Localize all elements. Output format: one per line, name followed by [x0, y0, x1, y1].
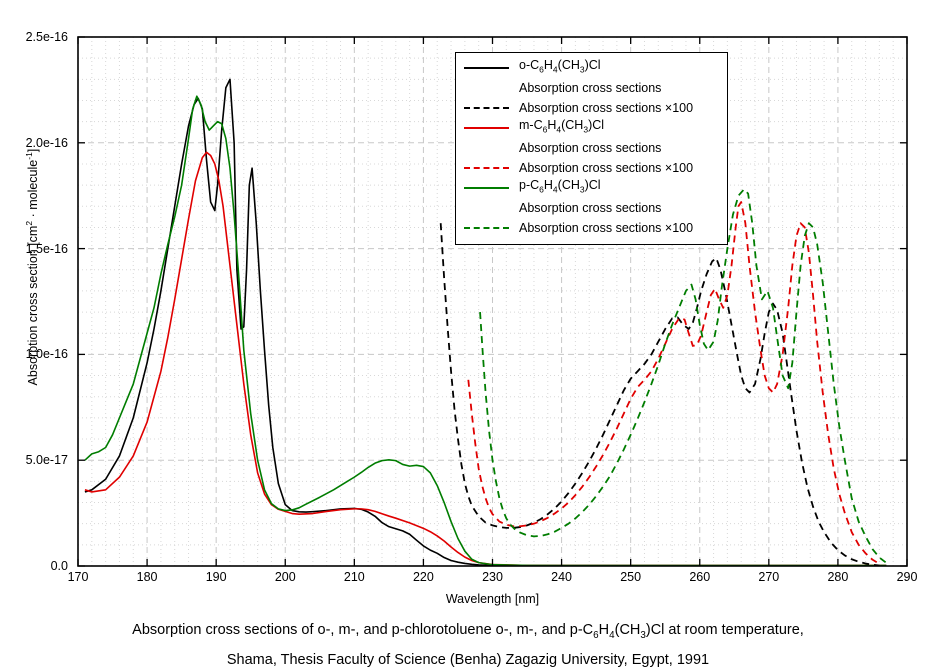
- legend-item: p-C6H4(CH3)Cl: [456, 178, 727, 198]
- axis-ticks: [77, 36, 908, 567]
- y-tick-label: 2.5e-16: [25, 30, 68, 44]
- legend-item-label: Absorption cross sections: [519, 140, 662, 155]
- legend-swatch-solid-icon: [464, 187, 509, 189]
- legend-item-label: Absorption cross sections ×100: [519, 220, 694, 235]
- y-tick-label: 5.0e-17: [25, 453, 68, 468]
- legend-item-label: Absorption cross sections ×100: [519, 100, 694, 115]
- legend-item-label: Absorption cross sections: [519, 200, 662, 215]
- y-tick-label: 0.0: [50, 559, 68, 573]
- figure-caption: Absorption cross sections of o-, m-, and…: [0, 618, 936, 672]
- legend-item-label: Absorption cross sections ×100: [519, 160, 694, 175]
- x-tick-label: 190: [205, 570, 227, 584]
- x-axis-title: Wavelength [nm]: [445, 592, 540, 606]
- data-series-group: [84, 78, 887, 567]
- x-tick-label: 240: [551, 570, 572, 584]
- x-tick-label: 280: [827, 570, 849, 584]
- x-tick-label: 270: [758, 570, 780, 584]
- legend-swatch-dashed-icon: [464, 167, 509, 169]
- x-tick-label: 180: [136, 570, 158, 584]
- chart-legend: o-C6H4(CH3)Cl Absorption cross sections Ab…: [455, 52, 728, 245]
- legend-item: Absorption cross sections ×100: [456, 218, 727, 238]
- legend-item: Absorption cross sections: [456, 78, 727, 98]
- caption-line-2: Shama, Thesis Faculty of Science (Benha)…: [226, 651, 710, 668]
- x-tick-label: 260: [689, 570, 711, 584]
- legend-item: Absorption cross sections ×100: [456, 98, 727, 118]
- x-tick-label: 220: [412, 570, 434, 584]
- y-tick-label: 1.0e-16: [25, 347, 68, 362]
- legend-swatch-solid-icon: [464, 67, 509, 69]
- x-tick-label: 230: [482, 570, 503, 584]
- legend-swatch-solid-icon: [464, 127, 509, 129]
- x-tick-label: 170: [67, 570, 89, 584]
- legend-item-label: m-C6H4(CH3)Cl: [519, 118, 605, 135]
- legend-item-label: Absorption cross sections: [519, 80, 662, 95]
- series-line-5: [479, 188, 887, 564]
- legend-item: Absorption cross sections: [456, 198, 727, 218]
- x-tick-label: 210: [343, 570, 365, 584]
- series-line-1: [84, 151, 887, 567]
- legend-swatch-dashed-icon: [464, 227, 509, 229]
- legend-item-label: o-C6H4(CH3)Cl: [519, 58, 601, 75]
- x-tick-label: 250: [620, 570, 642, 584]
- y-tick-label: 2.0e-16: [25, 135, 68, 150]
- caption-line-1: Absorption cross sections of o-, m-, and…: [132, 622, 804, 641]
- legend-item: Absorption cross sections: [456, 138, 727, 158]
- legend-item-label: p-C6H4(CH3)Cl: [519, 178, 601, 195]
- x-tick-label: 290: [896, 570, 918, 584]
- series-line-0: [84, 78, 887, 567]
- y-axis-title: Absorption cross section [cm2 · molecule…: [24, 117, 40, 417]
- series-line-3: [439, 223, 880, 567]
- legend-item: o-C6H4(CH3)Cl: [456, 58, 727, 78]
- x-tick-label: 200: [274, 570, 296, 584]
- legend-item: m-C6H4(CH3)Cl: [456, 118, 727, 138]
- y-tick-label: 1.5e-16: [25, 241, 68, 256]
- series-line-2: [84, 95, 887, 567]
- legend-item: Absorption cross sections ×100: [456, 158, 727, 178]
- grid-minor: [78, 37, 907, 566]
- series-line-4: [467, 201, 880, 565]
- legend-swatch-dashed-icon: [464, 107, 509, 109]
